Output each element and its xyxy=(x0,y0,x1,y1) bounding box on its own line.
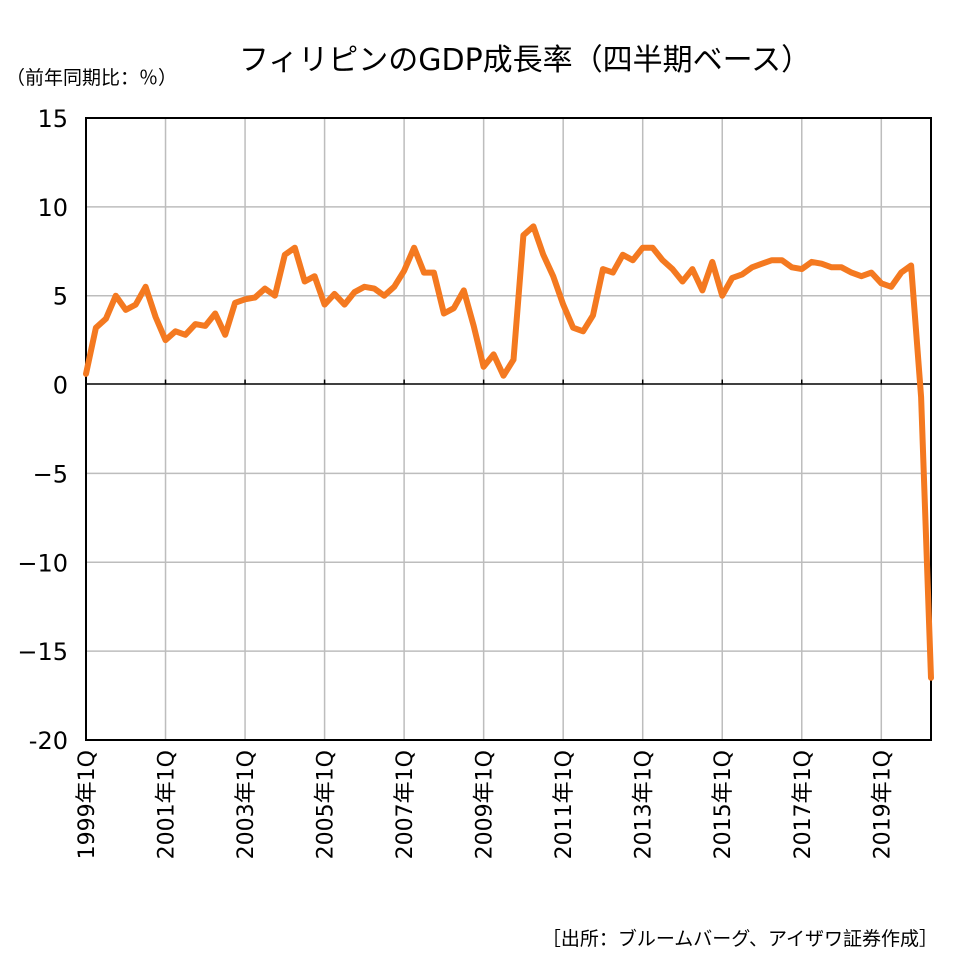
source-note: ［出所：ブルームバーグ、アイザワ証券作成］ xyxy=(542,927,938,950)
x-tick-label: 2011年1Q xyxy=(552,750,577,859)
chart-title: フィリピンのGDP成長率（四半期ベース） xyxy=(239,43,811,78)
y-tick-label: 15 xyxy=(37,105,68,133)
plot-frame xyxy=(85,117,932,741)
x-tick-label: 1999年1Q xyxy=(75,750,100,859)
x-tick-label: 2005年1Q xyxy=(314,750,339,859)
x-tick-labels: 1999年1Q 2001年1Q 2003年1Q 2005年1Q 2007年1Q 2009年… xyxy=(75,750,895,859)
series-group xyxy=(83,223,934,681)
series-line-gdp-growth xyxy=(83,223,934,681)
unit-label: （前年同期比：％） xyxy=(6,67,177,89)
x-tick-label: 2003年1Q xyxy=(234,750,259,859)
x-tick-marks xyxy=(164,379,883,385)
x-tick-label: 2009年1Q xyxy=(473,750,498,859)
y-tick-label: −10 xyxy=(17,549,68,577)
y-tick-label: 0 xyxy=(53,372,68,400)
x-tick-label: 2015年1Q xyxy=(711,750,736,859)
y-tick-label: −5 xyxy=(33,460,68,488)
y-tick-label: 10 xyxy=(37,194,68,222)
grid-lines xyxy=(86,118,931,740)
x-tick-label: 2007年1Q xyxy=(393,750,418,859)
x-tick-label: 2013年1Q xyxy=(632,750,657,859)
x-tick-label: 2017年1Q xyxy=(791,750,816,859)
y-tick-label: -20 xyxy=(29,727,68,755)
y-tick-labels: 15 10 5 0 −5 −10 −15 -20 xyxy=(17,105,68,755)
x-tick-label: 2019年1Q xyxy=(870,750,895,859)
x-tick-label: 2001年1Q xyxy=(155,750,180,859)
y-tick-label: −15 xyxy=(17,638,68,666)
y-tick-label: 5 xyxy=(53,283,68,311)
